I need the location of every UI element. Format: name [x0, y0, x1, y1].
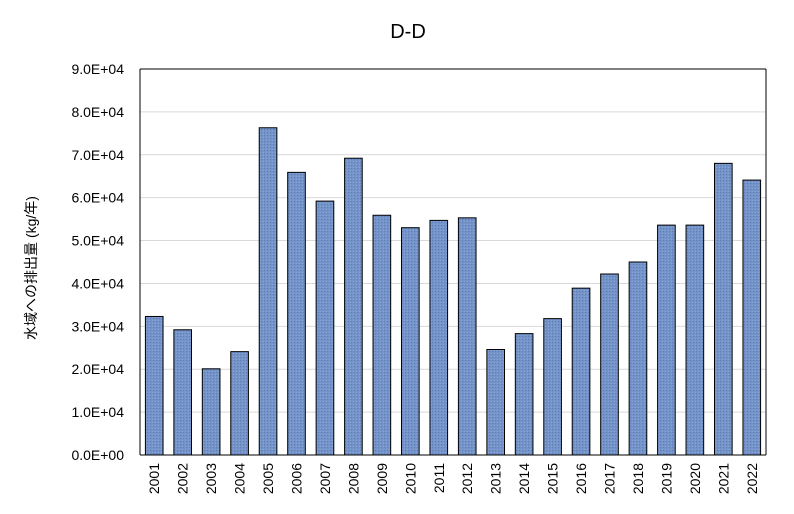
bar-2002 — [173, 329, 193, 456]
x-tick-label: 2022 — [744, 463, 760, 494]
y-tick-label: 6.0E+04 — [71, 190, 124, 206]
bars — [144, 127, 762, 456]
x-tick-label: 2017 — [602, 463, 618, 494]
x-tick-label: 2016 — [573, 463, 589, 494]
bar-2016 — [571, 287, 591, 456]
bar-2008 — [344, 157, 363, 456]
bar-2021 — [713, 162, 733, 456]
x-tick-label: 2013 — [488, 463, 504, 494]
y-tick-label: 8.0E+04 — [71, 104, 124, 120]
x-tick-label: 2020 — [687, 463, 703, 494]
y-axis-label: 水域への排出量 (kg/年) — [23, 196, 39, 340]
bar-2022 — [742, 179, 762, 456]
bar-2015 — [543, 318, 562, 456]
x-tick-label: 2004 — [232, 463, 248, 494]
bar-2014 — [514, 333, 534, 456]
x-tick-label: 2011 — [431, 463, 447, 493]
y-tick-label: 1.0E+04 — [71, 404, 124, 420]
bar-2012 — [457, 217, 477, 456]
x-tick-label: 2008 — [345, 463, 361, 494]
bar-2010 — [400, 227, 420, 456]
x-tick-label: 2005 — [260, 463, 276, 494]
bar-2003 — [201, 368, 221, 456]
bar-2013 — [486, 348, 506, 456]
x-tick-labels: 2001 2002 2003 2004 2005 2006 2007 2008 2009 2010… — [146, 463, 760, 494]
chart-title: D-D — [390, 21, 426, 43]
y-tick-label: 3.0E+04 — [71, 318, 124, 334]
x-tick-label: 2010 — [402, 463, 418, 494]
y-tick-label: 4.0E+04 — [71, 275, 124, 291]
bar-2006 — [287, 171, 306, 456]
x-tick-label: 2015 — [545, 463, 561, 494]
x-tick-label: 2002 — [175, 463, 191, 494]
x-tick-label: 2001 — [146, 463, 162, 494]
axes — [139, 68, 767, 456]
x-tick-label: 2007 — [317, 463, 333, 494]
bar-2001 — [144, 315, 164, 456]
x-tick-label: 2018 — [630, 463, 646, 494]
bar-2004 — [230, 351, 249, 456]
bar-2019 — [657, 224, 676, 456]
x-tick-label: 2009 — [374, 463, 390, 494]
y-tick-label: 9.0E+04 — [71, 61, 124, 77]
bar-2009 — [372, 214, 392, 456]
y-tick-label: 0.0E+00 — [71, 447, 124, 463]
x-tick-label: 2019 — [658, 463, 674, 494]
x-tick-label: 2014 — [516, 463, 532, 494]
x-tick-label: 2006 — [289, 463, 305, 494]
bar-2018 — [628, 261, 648, 456]
y-tick-labels: 0.0E+00 1.0E+04 2.0E+04 3.0E+04 4.0E+04 5.0E+… — [71, 61, 124, 463]
bar-2005 — [258, 127, 278, 456]
x-tick-label: 2021 — [715, 463, 731, 494]
y-tick-label: 2.0E+04 — [71, 361, 124, 377]
bar-2020 — [685, 224, 705, 456]
bar-2011 — [429, 219, 449, 456]
y-tick-label: 7.0E+04 — [71, 147, 124, 163]
y-tick-label: 5.0E+04 — [71, 233, 124, 249]
bar-2007 — [315, 200, 335, 456]
x-tick-label: 2003 — [203, 463, 219, 494]
x-tick-label: 2012 — [459, 463, 475, 494]
bar-2017 — [600, 273, 619, 456]
